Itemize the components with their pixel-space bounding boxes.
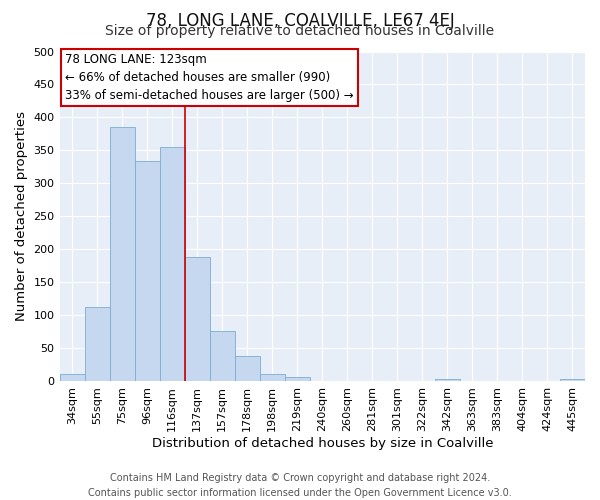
- Bar: [134, 161, 160, 382]
- Bar: [235, 356, 260, 382]
- X-axis label: Distribution of detached houses by size in Coalville: Distribution of detached houses by size …: [152, 437, 493, 450]
- Bar: [260, 374, 285, 382]
- Bar: [435, 379, 460, 382]
- Bar: [560, 379, 585, 382]
- Bar: [110, 128, 134, 382]
- Text: 78 LONG LANE: 123sqm
← 66% of detached houses are smaller (990)
33% of semi-deta: 78 LONG LANE: 123sqm ← 66% of detached h…: [65, 53, 353, 102]
- Bar: [285, 378, 310, 382]
- Bar: [185, 258, 209, 382]
- Y-axis label: Number of detached properties: Number of detached properties: [15, 112, 28, 322]
- Bar: [85, 307, 110, 382]
- Text: 78, LONG LANE, COALVILLE, LE67 4EJ: 78, LONG LANE, COALVILLE, LE67 4EJ: [146, 12, 454, 30]
- Text: Size of property relative to detached houses in Coalville: Size of property relative to detached ho…: [106, 24, 494, 38]
- Bar: [209, 332, 235, 382]
- Text: Contains HM Land Registry data © Crown copyright and database right 2024.
Contai: Contains HM Land Registry data © Crown c…: [88, 472, 512, 498]
- Bar: [160, 147, 185, 382]
- Bar: [59, 374, 85, 382]
